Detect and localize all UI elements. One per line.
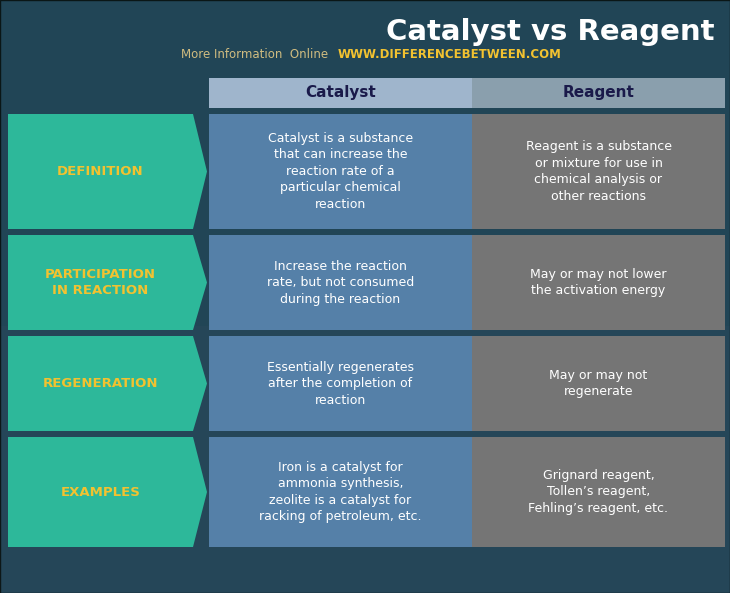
Text: More Information  Online: More Information Online	[181, 49, 336, 62]
Text: Essentially regenerates
after the completion of
reaction: Essentially regenerates after the comple…	[267, 361, 414, 406]
Text: Increase the reaction
rate, but not consumed
during the reaction: Increase the reaction rate, but not cons…	[267, 260, 414, 305]
Text: Reagent is a substance
or mixture for use in
chemical analysis or
other reaction: Reagent is a substance or mixture for us…	[526, 141, 672, 203]
FancyBboxPatch shape	[472, 78, 725, 108]
FancyBboxPatch shape	[0, 326, 730, 593]
FancyBboxPatch shape	[209, 437, 472, 547]
Polygon shape	[8, 235, 207, 330]
Polygon shape	[8, 336, 207, 431]
Text: EXAMPLES: EXAMPLES	[61, 486, 140, 499]
FancyBboxPatch shape	[472, 336, 725, 431]
Text: DEFINITION: DEFINITION	[57, 165, 144, 178]
FancyBboxPatch shape	[209, 78, 472, 108]
Text: Reagent: Reagent	[563, 85, 634, 100]
Text: May or may not lower
the activation energy: May or may not lower the activation ener…	[530, 268, 666, 297]
FancyBboxPatch shape	[209, 235, 472, 330]
FancyBboxPatch shape	[472, 437, 725, 547]
Text: Grignard reagent,
Tollen’s reagent,
Fehling’s reagent, etc.: Grignard reagent, Tollen’s reagent, Fehl…	[529, 469, 669, 515]
FancyBboxPatch shape	[472, 235, 725, 330]
Text: REGENERATION: REGENERATION	[43, 377, 158, 390]
Text: Catalyst is a substance
that can increase the
reaction rate of a
particular chem: Catalyst is a substance that can increas…	[268, 132, 413, 211]
Polygon shape	[8, 437, 207, 547]
FancyBboxPatch shape	[209, 114, 472, 229]
Text: Catalyst: Catalyst	[305, 85, 376, 100]
Text: Catalyst vs Reagent: Catalyst vs Reagent	[386, 18, 715, 46]
FancyBboxPatch shape	[0, 0, 730, 326]
Text: Iron is a catalyst for
ammonia synthesis,
zeolite is a catalyst for
racking of p: Iron is a catalyst for ammonia synthesis…	[259, 461, 422, 523]
FancyBboxPatch shape	[209, 336, 472, 431]
Text: WWW.DIFFERENCEBETWEEN.COM: WWW.DIFFERENCEBETWEEN.COM	[337, 49, 561, 62]
FancyBboxPatch shape	[472, 114, 725, 229]
Text: May or may not
regenerate: May or may not regenerate	[550, 369, 648, 398]
Text: PARTICIPATION
IN REACTION: PARTICIPATION IN REACTION	[45, 268, 156, 297]
Polygon shape	[8, 114, 207, 229]
